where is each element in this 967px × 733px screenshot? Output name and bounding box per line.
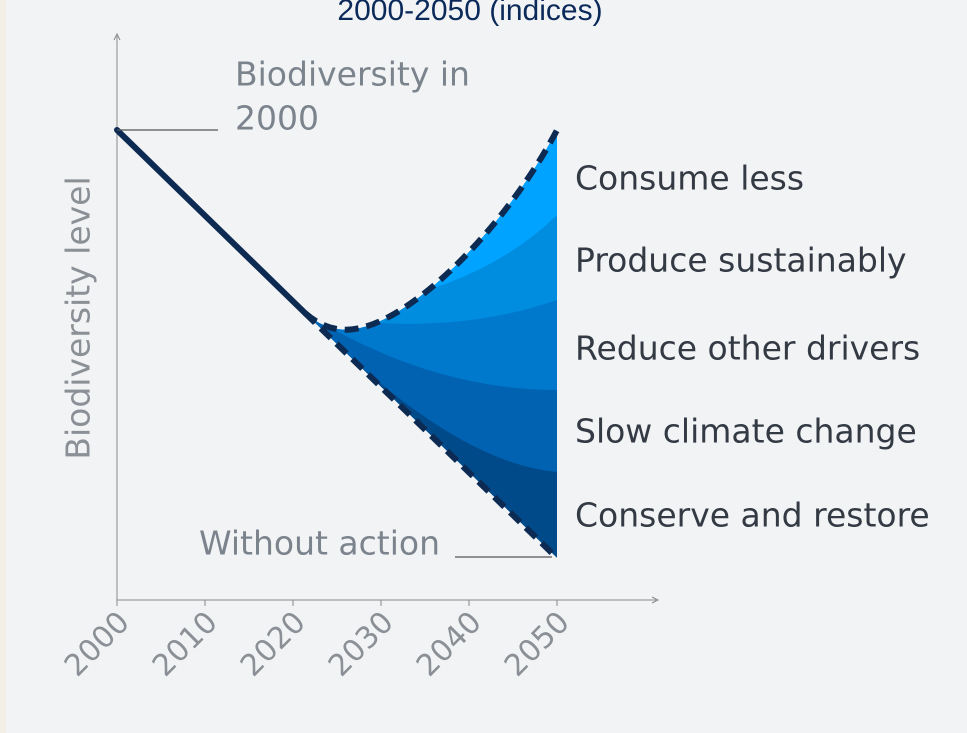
x-arrow	[651, 596, 660, 604]
trend-line	[114, 127, 308, 316]
annotation: Biodiversity in	[235, 55, 470, 94]
layer-label: Reduce other drivers	[575, 329, 920, 368]
layer-label: Slow climate change	[575, 412, 917, 451]
layer-label: Produce sustainably	[575, 241, 907, 280]
band	[305, 130, 557, 330]
upper-dashed	[303, 128, 560, 333]
lower-dashed	[302, 310, 560, 561]
diagram: 2000-2050 (indices) Biodiversity level 2…	[6, 0, 967, 733]
band	[305, 130, 557, 390]
y-arrow	[113, 32, 121, 41]
layer-label: Consume less	[575, 159, 804, 198]
bands	[305, 130, 557, 558]
layer-label: Conserve and restore	[575, 496, 930, 535]
layer-labels: Consume less Produce sustainably Reduce ot…	[575, 159, 930, 535]
y-axis-label: Biodiversity level	[59, 176, 98, 459]
annotation: Without action	[199, 524, 440, 563]
title: 2000-2050 (indices)	[337, 0, 602, 27]
annotation: 2000	[235, 99, 319, 138]
band	[305, 130, 557, 330]
